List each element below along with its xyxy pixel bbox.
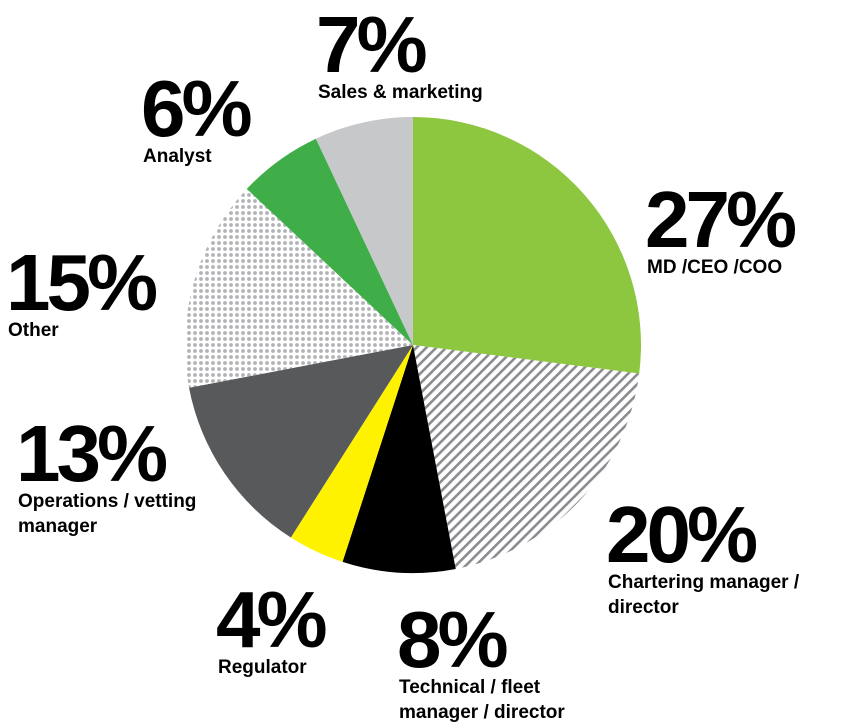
category-label: MD /CEO /COO bbox=[647, 257, 783, 278]
value-label: 15% bbox=[6, 238, 158, 327]
pie-slice bbox=[189, 345, 413, 538]
pie-slice bbox=[413, 117, 641, 374]
category-label: Sales & marketing bbox=[318, 82, 483, 103]
value-label: 6% bbox=[141, 64, 253, 153]
value-label: 4% bbox=[216, 575, 328, 664]
value-label: 20% bbox=[606, 490, 758, 579]
pie-slice bbox=[342, 345, 456, 573]
pie-slice bbox=[246, 138, 413, 345]
category-label: Analyst bbox=[143, 146, 212, 167]
category-label: Other bbox=[8, 320, 59, 341]
value-label: 8% bbox=[397, 595, 509, 684]
category-label: Regulator bbox=[218, 657, 307, 678]
pie-slice bbox=[290, 345, 413, 562]
value-label: 27% bbox=[645, 175, 797, 264]
value-label: 7% bbox=[316, 0, 428, 89]
pie-slice bbox=[413, 345, 640, 569]
category-label: Operations / vetting manager bbox=[18, 491, 197, 537]
pie-slice bbox=[185, 188, 413, 388]
pie-slice bbox=[315, 117, 413, 345]
value-label: 13% bbox=[16, 409, 168, 498]
category-label: Technical / fleet manager / director bbox=[399, 677, 565, 723]
category-label: Chartering manager / director bbox=[608, 572, 800, 618]
